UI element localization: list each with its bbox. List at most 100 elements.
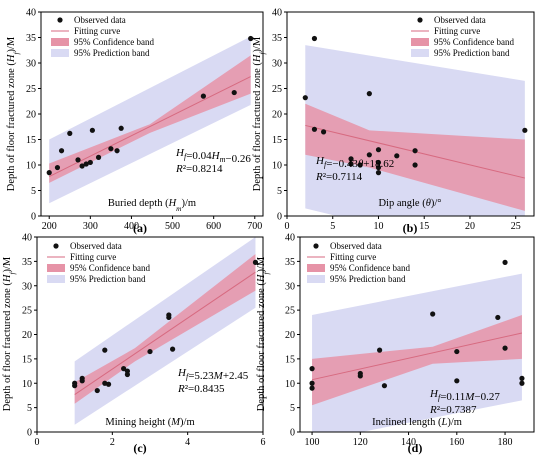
r-squared-d: R²=0.7387 (429, 404, 477, 416)
panel-d: 100 120 140 160 180 0 5 10 15 20 25 30 35 40 Inclined … (256, 233, 535, 455)
observed-point-a-12 (118, 125, 124, 131)
confidence-band-b (305, 103, 525, 211)
legend-symbol-b-2 (411, 38, 429, 46)
observed-point-b-0 (302, 95, 308, 101)
y-tick-label-b-8: 40 (272, 8, 282, 19)
x-tick-label-a-3: 500 (165, 221, 180, 232)
panel-label-a: (a) (133, 221, 147, 235)
legend-label-a-0: Observed data (74, 15, 126, 25)
observed-point-d-13 (519, 375, 525, 381)
confidence-band-a (49, 55, 251, 183)
panel-a: 200 300 400 500 600 700 0 5 10 15 20 25 30 35 40 Buried… (6, 8, 264, 235)
observed-point-d-8 (454, 348, 460, 355)
observed-point-b-13 (394, 153, 400, 159)
confidence-band-c (74, 254, 256, 404)
r-squared-c: R²=0.8435 (177, 383, 225, 395)
y-tick-label-d-4: 20 (285, 330, 295, 341)
x-tick-label-b-4: 20 (465, 221, 475, 232)
observed-point-d-14 (519, 380, 525, 386)
panel-c: 0 2 4 6 0 5 10 15 20 25 30 35 40 Mining height (M)/m D… (2, 233, 266, 456)
observed-point-c-5 (102, 347, 108, 353)
y-tick-label-d-1: 5 (290, 403, 295, 414)
y-tick-label-d-6: 30 (285, 281, 295, 292)
y-tick-label-c-7: 35 (22, 257, 32, 268)
panel-b: 0 5 10 15 20 25 0 5 10 15 20 25 30 35 40 Dip angle (θ)/… (252, 8, 535, 235)
observed-point-a-10 (108, 146, 114, 152)
legend-label-b-3: 95% Prediction band (434, 48, 510, 58)
legend-label-d-2: 95% Confidence band (330, 263, 410, 273)
x-tick-label-d-3: 160 (449, 437, 464, 448)
observed-point-c-4 (94, 387, 100, 394)
y-tick-label-d-5: 25 (285, 306, 295, 317)
observed-point-b-14 (412, 148, 418, 154)
legend-label-d-1: Fitting curve (330, 252, 376, 262)
observed-point-a-15 (248, 35, 254, 42)
observed-point-a-6 (83, 161, 89, 167)
panel-label-c: (c) (133, 441, 146, 455)
y-tick-label-a-6: 30 (26, 59, 36, 70)
y-tick-label-d-3: 15 (285, 354, 295, 365)
legend-symbol-d-0 (313, 243, 319, 249)
y-axis-label-a: Depth of floor fractured zone (Hf)/M (6, 36, 21, 191)
fitting-curve-d (311, 332, 523, 381)
fitting-curve-c (74, 271, 256, 395)
prediction-band-a (49, 36, 251, 204)
observed-point-d-6 (381, 383, 388, 389)
legend-label-c-2: 95% Confidence band (70, 263, 150, 273)
legend-symbol-c-0 (53, 243, 59, 249)
r-squared-b: R²=0.7114 (315, 171, 363, 183)
observed-point-c-13 (166, 314, 172, 321)
observed-point-a-13 (200, 93, 206, 99)
legend-label-a-1: Fitting curve (74, 26, 120, 36)
observed-point-c-7 (105, 381, 112, 387)
observed-point-b-7 (366, 91, 372, 97)
y-tick-label-a-4: 20 (26, 110, 36, 121)
y-tick-label-b-7: 35 (272, 33, 282, 44)
x-axis-label-c: Mining height (M)/m (105, 417, 194, 428)
y-tick-label-a-5: 25 (26, 84, 36, 95)
observed-point-a-11 (114, 148, 120, 154)
observed-point-d-7 (430, 311, 436, 317)
legend-symbol-c-2 (47, 264, 65, 272)
x-tick-label-d-2: 140 (401, 437, 416, 448)
x-tick-label-a-5: 700 (247, 221, 262, 232)
y-tick-label-b-0: 0 (277, 212, 282, 223)
x-tick-label-b-1: 5 (330, 221, 335, 232)
legend-label-a-2: 95% Confidence band (74, 37, 154, 47)
y-axis-label-d: Depth of floor fractured zone (Hf)/M (256, 256, 271, 411)
y-tick-label-d-0: 0 (290, 428, 295, 439)
x-tick-label-b-5: 25 (511, 221, 521, 232)
fit-equation-a: Hf=0.04Hm−0.26 (175, 147, 251, 165)
fit-equation-b: Hf=−0.43θ+18.62 (315, 155, 394, 170)
observed-point-b-16 (522, 127, 528, 133)
observed-point-c-10 (124, 371, 130, 378)
y-axis-label-c: Depth of floor fractured zone (Hf)/M (2, 256, 17, 411)
observed-point-b-11 (375, 164, 382, 171)
legend-label-c-1: Fitting curve (70, 252, 116, 262)
r-squared-a: R²=0.8214 (175, 163, 223, 175)
y-tick-label-b-6: 30 (272, 59, 282, 70)
observed-point-c-1 (72, 383, 78, 389)
x-tick-label-c-0: 0 (35, 437, 40, 448)
y-tick-label-b-4: 20 (272, 110, 282, 121)
y-tick-label-c-6: 30 (22, 281, 32, 292)
observed-point-b-15 (412, 162, 418, 168)
x-tick-label-d-1: 120 (353, 437, 368, 448)
observed-point-c-8 (121, 366, 127, 372)
x-axis-label-b: Dip angle (θ)/° (378, 198, 441, 209)
observed-point-b-4 (348, 156, 354, 162)
legend-symbol-a-2 (51, 38, 69, 46)
observed-point-b-5 (348, 161, 354, 167)
legend-label-c-3: 95% Prediction band (70, 274, 146, 284)
y-tick-label-c-1: 5 (27, 403, 32, 414)
legend-label-b-1: Fitting curve (434, 26, 480, 36)
y-tick-label-a-1: 5 (31, 186, 36, 197)
legend-symbol-d-3 (307, 275, 325, 283)
x-tick-label-a-1: 300 (83, 221, 98, 232)
observed-point-a-1 (54, 164, 61, 171)
x-tick-label-a-0: 200 (42, 221, 57, 232)
y-tick-label-a-0: 0 (31, 212, 36, 223)
observed-point-c-15 (252, 259, 259, 265)
